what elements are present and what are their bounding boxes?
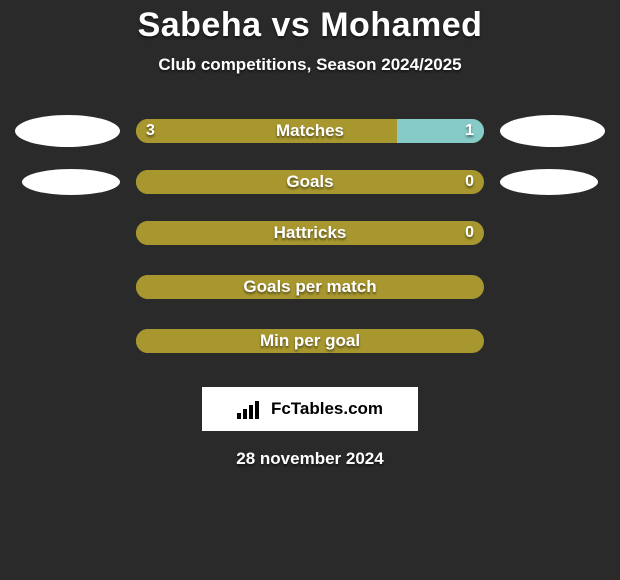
page-subtitle: Club competitions, Season 2024/2025: [158, 55, 461, 75]
brand-text: FcTables.com: [271, 399, 383, 419]
stat-row: 0 Goals: [14, 169, 606, 195]
player-left-marker: [15, 115, 120, 147]
stat-row: 3 1 Matches: [14, 115, 606, 147]
brand-box[interactable]: FcTables.com: [202, 387, 418, 431]
stat-row: 0 Hattricks: [14, 217, 606, 249]
player-right-marker: [500, 169, 598, 195]
spacer: [500, 217, 605, 249]
stat-bar: 3 1 Matches: [136, 119, 484, 143]
stat-label: Goals per match: [243, 277, 376, 297]
stat-bar: Min per goal: [136, 329, 484, 353]
spacer: [15, 271, 120, 303]
stat-left-value: 3: [146, 122, 155, 140]
stat-row: Goals per match: [14, 271, 606, 303]
player-right-marker: [500, 115, 605, 147]
stat-label: Hattricks: [274, 223, 347, 243]
stat-label: Matches: [276, 121, 344, 141]
spacer: [15, 217, 120, 249]
spacer: [15, 325, 120, 357]
comparison-card: Sabeha vs Mohamed Club competitions, Sea…: [0, 0, 620, 469]
player-left-marker: [22, 169, 120, 195]
stat-bar: 0 Goals: [136, 170, 484, 194]
stat-label: Goals: [286, 172, 333, 192]
page-title: Sabeha vs Mohamed: [138, 6, 483, 45]
stat-row: Min per goal: [14, 325, 606, 357]
stat-right-value: 0: [465, 173, 474, 191]
stat-bar: Goals per match: [136, 275, 484, 299]
spacer: [500, 325, 605, 357]
stat-label: Min per goal: [260, 331, 360, 351]
stat-bar: 0 Hattricks: [136, 221, 484, 245]
spacer: [500, 271, 605, 303]
stat-bar-left-fill: [136, 119, 397, 143]
stat-right-value: 0: [465, 224, 474, 242]
stat-right-value: 1: [465, 122, 474, 140]
snapshot-date: 28 november 2024: [236, 449, 383, 469]
stats-list: 3 1 Matches 0 Goals 0 Hattricks Goals per match…: [14, 115, 606, 379]
bars-icon: [237, 399, 265, 419]
